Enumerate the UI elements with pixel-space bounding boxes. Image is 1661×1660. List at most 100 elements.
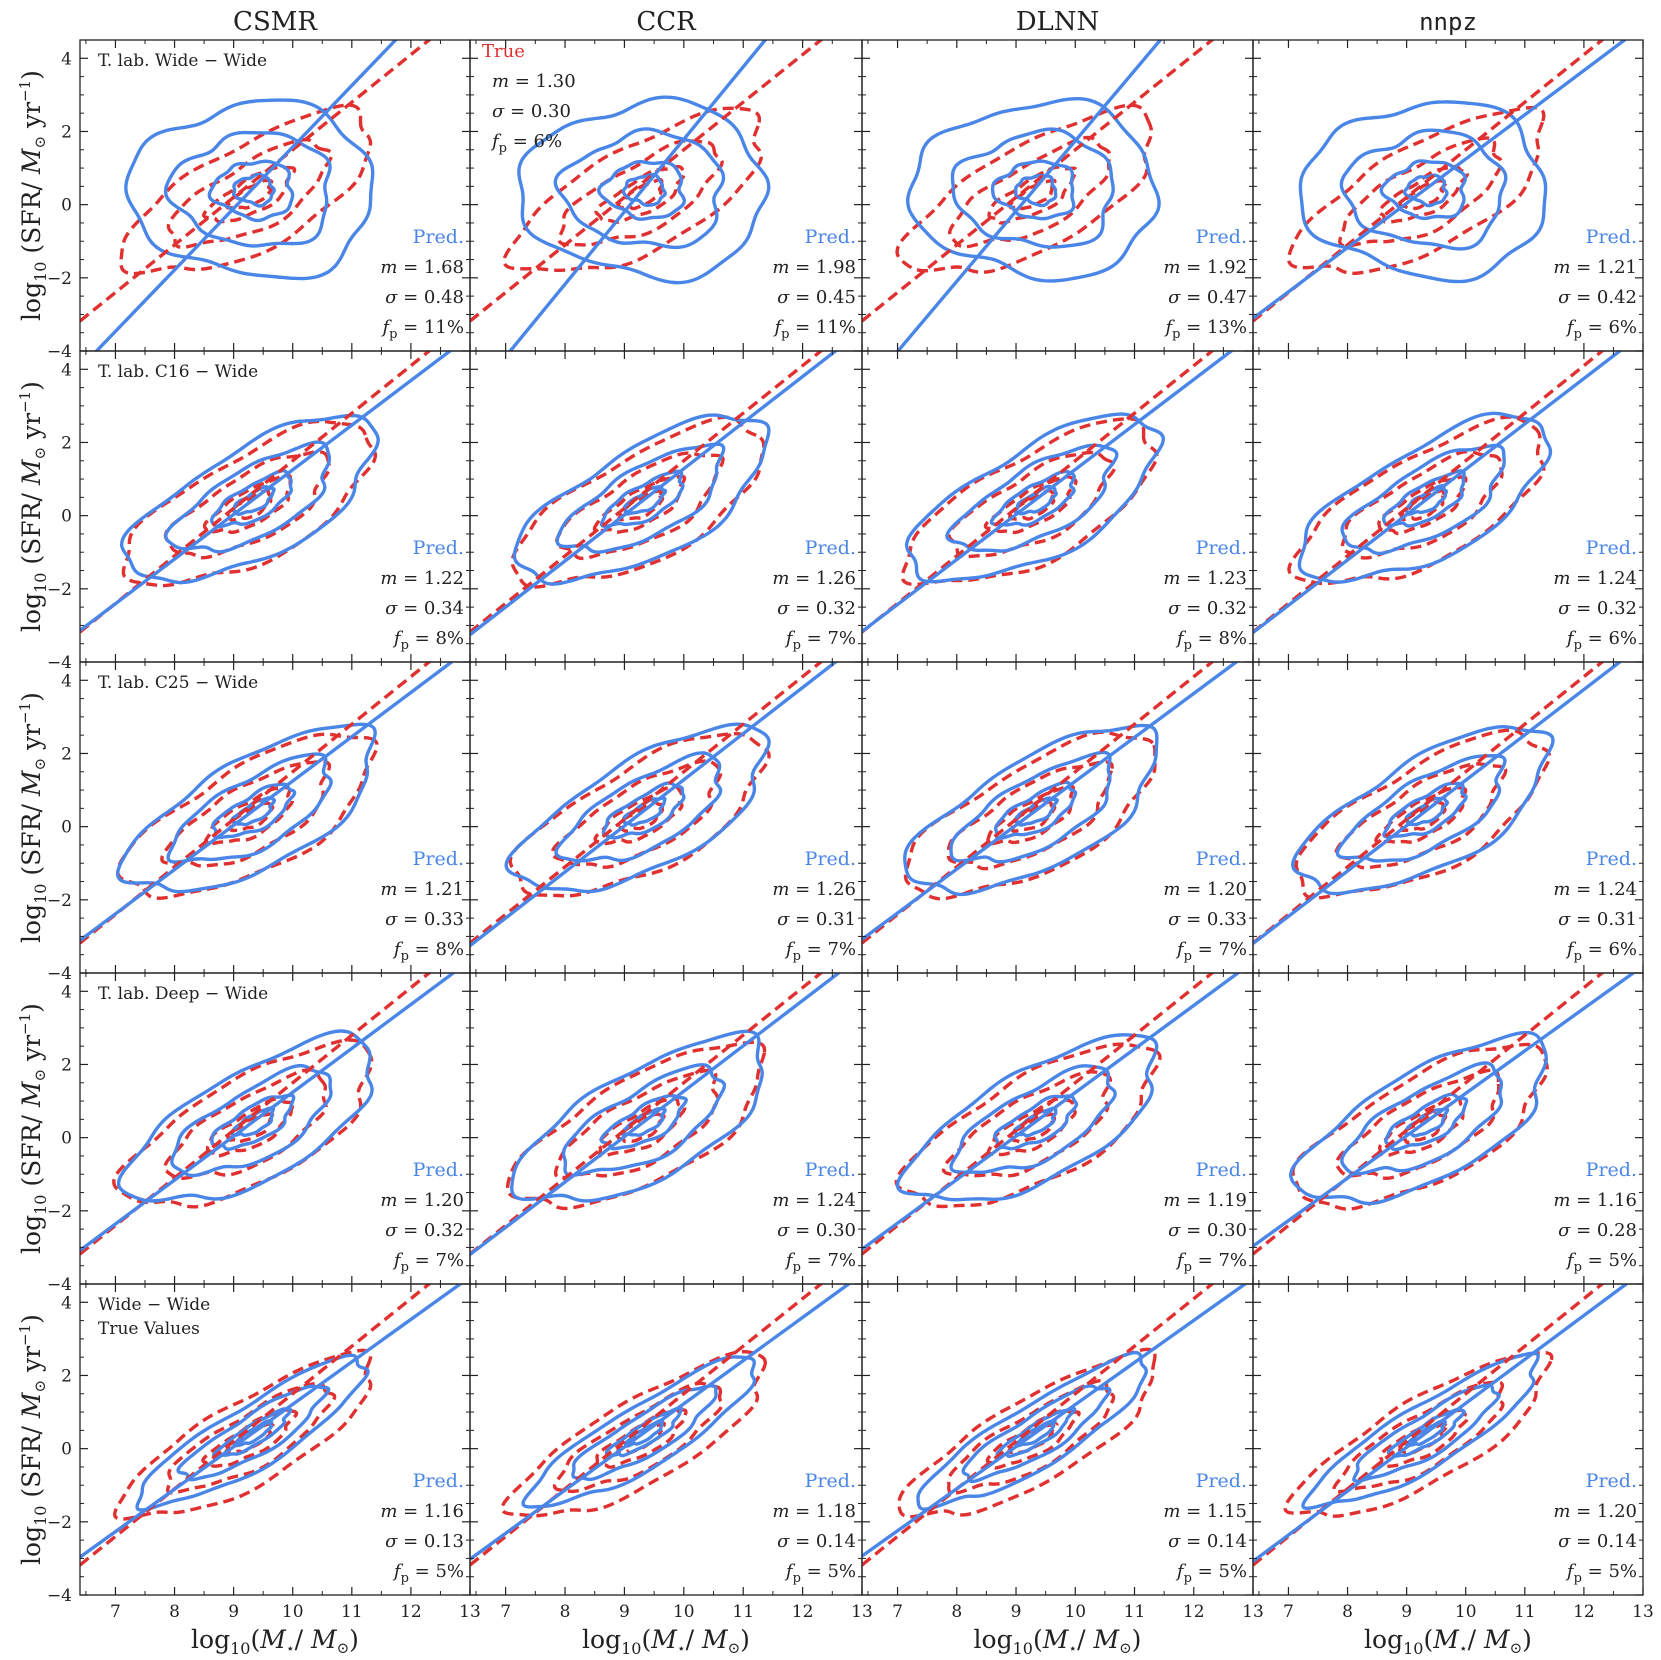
pred-m: m = 1.20: [1163, 879, 1247, 900]
true-contour-level-3: [986, 784, 1075, 846]
true-contour-level-3: [983, 475, 1078, 535]
pred-m: m = 1.98: [772, 257, 856, 278]
row-label-line2: True Values: [98, 1319, 200, 1339]
pred-fit-line: [80, 973, 457, 1252]
pred-m: m = 1.24: [772, 1190, 856, 1211]
pred-label: Pred.: [1196, 537, 1247, 559]
true-fit-line: [80, 1284, 432, 1567]
y-tick-label: 2: [61, 1055, 72, 1075]
pred-m: m = 1.16: [380, 1501, 464, 1522]
pred-fp: fp = 8%: [392, 628, 464, 653]
true-contour-level-1: [112, 1348, 373, 1521]
true-contour-level-3: [594, 164, 687, 224]
x-tick-label: 8: [560, 1602, 571, 1622]
pred-contour-level-4: [232, 172, 276, 208]
y-tick-label: 2: [61, 122, 72, 142]
pred-fp: fp = 5%: [1175, 1561, 1247, 1586]
true-contour-level-2: [1338, 136, 1504, 248]
pred-contour-level-1: [1291, 725, 1555, 896]
pred-sigma: σ = 0.45: [777, 287, 856, 308]
pred-sigma: σ = 0.42: [1558, 287, 1637, 308]
panel-r5-csmr: −4 −2 0 2 4 7 8 9 10 11 12 13 Wide − Wide True Values…: [47, 1283, 481, 1622]
pred-contour-level-1: [119, 413, 380, 585]
y-tick-label: 4: [61, 671, 72, 691]
true-contour-level-1: [894, 1042, 1162, 1209]
pred-label: Pred.: [805, 1159, 856, 1181]
true-contour-level-1: [121, 419, 378, 588]
pred-label: Pred.: [1586, 1470, 1637, 1492]
pred-fit-line: [80, 351, 453, 632]
pred-fit-line: [470, 351, 839, 637]
pred-m: m = 1.24: [1553, 568, 1637, 589]
pred-label: Pred.: [1196, 226, 1247, 248]
y-tick-label: −4: [47, 1586, 72, 1606]
x-tick-label: 9: [1401, 1602, 1412, 1622]
pred-fp: fp = 7%: [784, 628, 856, 653]
panel-r5-nnpz: 7 8 9 10 11 12 13 Pred. m = 1.20 σ = 0.14 fp = 5%: [1252, 1283, 1654, 1622]
true-contour-level-2: [1335, 1068, 1501, 1180]
true-fit-line: [80, 351, 432, 634]
true-contour-level-4: [227, 801, 275, 833]
y-axis-label: log10 (SFR/ M⊙ yr−1): [16, 1003, 50, 1254]
pred-sigma: σ = 0.31: [777, 909, 856, 930]
pred-contour-level-2: [1335, 754, 1507, 863]
x-tick-label: 7: [1283, 1602, 1294, 1622]
y-tick-label: 2: [61, 1366, 72, 1386]
pred-contour-level-1: [135, 1353, 370, 1512]
y-tick-label: 0: [61, 818, 72, 838]
true-fit-line: [862, 40, 1215, 323]
true-fit-line: [80, 662, 432, 945]
pred-fit-line: [1253, 40, 1628, 320]
x-axis-label: log10(M⋆/ M⊙): [191, 1625, 359, 1658]
pred-contour-level-3: [597, 159, 687, 221]
pred-sigma: σ = 0.30: [777, 1220, 856, 1241]
panel-r1-csmr: −4 −2 0 2 4 T. lab. Wide − Wide Pred. m = 1.68 σ…: [47, 39, 471, 362]
pred-label: Pred.: [413, 1470, 464, 1492]
pred-fit-line: [470, 1284, 852, 1561]
true-contour-level-4: [617, 489, 665, 522]
pred-contour-level-2: [949, 1064, 1117, 1174]
y-tick-label: 2: [61, 744, 72, 764]
pred-contour-level-1: [504, 722, 771, 894]
pred-sigma: σ = 0.14: [1558, 1531, 1637, 1552]
true-contour-level-1: [903, 730, 1157, 901]
row-label: T. lab. C16 − Wide: [98, 362, 258, 382]
pred-fit-line: [1253, 351, 1623, 634]
panel-r4-csmr: −4 −2 0 2 4 T. lab. Deep − Wide Pred. m = 1.20 σ…: [47, 972, 471, 1295]
pred-m: m = 1.16: [1553, 1190, 1637, 1211]
true-contour-level-1: [505, 1040, 767, 1211]
x-tick-label: 9: [1011, 1602, 1022, 1622]
y-tick-label: −2: [47, 580, 72, 600]
pred-m: m = 1.23: [1163, 568, 1247, 589]
pred-sigma: σ = 0.33: [1168, 909, 1247, 930]
pred-sigma: σ = 0.30: [1168, 1220, 1247, 1241]
pred-contour-level-1: [916, 1350, 1148, 1511]
y-tick-label: −2: [47, 1202, 72, 1222]
y-tick-label: 0: [61, 507, 72, 527]
pred-fit-line: [862, 1284, 1248, 1558]
pred-fit-line: [895, 40, 1163, 351]
panel-r3-nnpz: Pred. m = 1.24 σ = 0.31 fp = 6%: [1252, 661, 1644, 974]
pred-contour-level-1: [512, 413, 771, 586]
pred-contour-level-2: [949, 750, 1112, 864]
pred-fp: fp = 5%: [1565, 1561, 1637, 1586]
true-contour-level-4: [618, 800, 665, 833]
y-tick-label: 4: [61, 982, 72, 1002]
pred-m: m = 1.20: [1553, 1501, 1637, 1522]
x-tick-label: 8: [1342, 1602, 1353, 1622]
pred-contour-level-2: [1340, 1061, 1504, 1176]
y-tick-label: −4: [47, 653, 72, 673]
pred-contour-level-1: [1288, 1030, 1548, 1206]
true-contour-level-1: [900, 417, 1159, 587]
true-fit-line: [470, 662, 824, 945]
pred-fp: fp = 8%: [1175, 628, 1247, 653]
pred-contour-level-3: [990, 159, 1076, 221]
x-tick-label: 13: [459, 1602, 481, 1622]
pred-contour-level-1: [904, 412, 1166, 584]
true-contour-level-2: [552, 1381, 724, 1494]
pred-fit-line: [470, 662, 839, 948]
y-axis-label: log10 (SFR/ M⊙ yr−1): [16, 70, 50, 321]
pred-contour-level-1: [905, 96, 1161, 283]
